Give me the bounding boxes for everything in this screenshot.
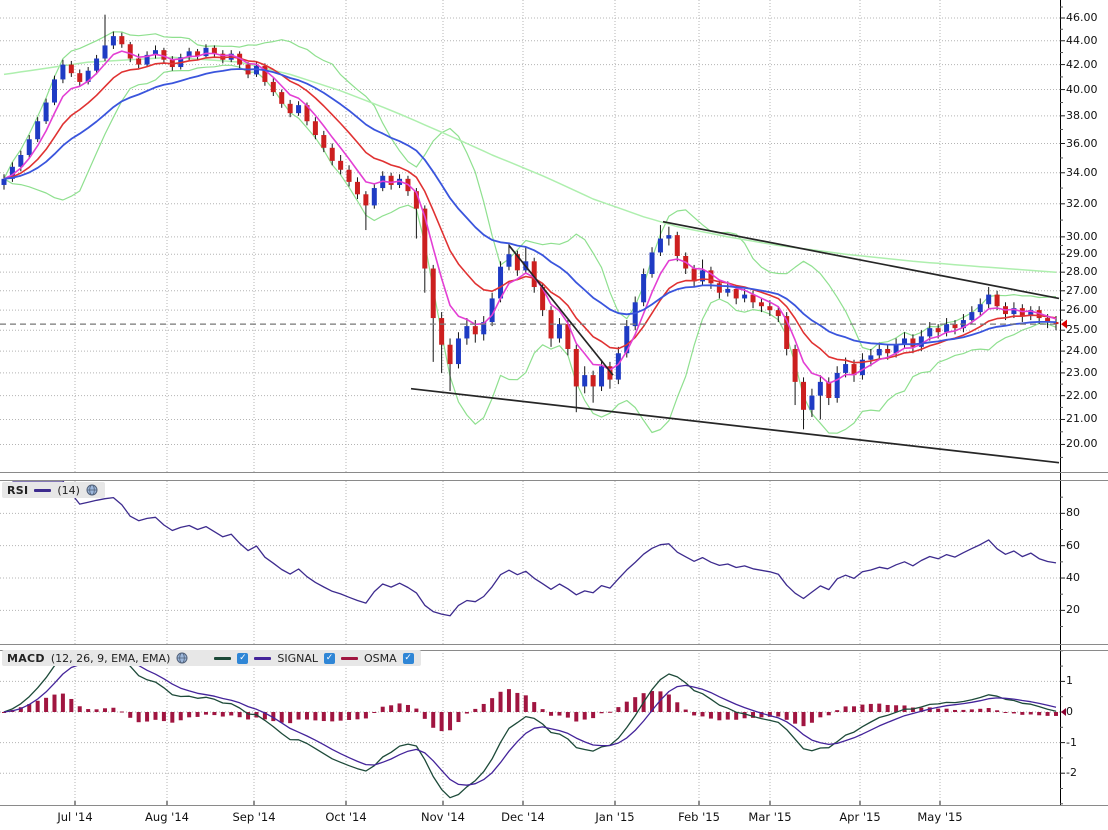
rsi-line-layer [12, 480, 1057, 617]
signal-label: SIGNAL [277, 651, 318, 665]
macd-tick-label: -2 [1066, 766, 1077, 780]
rsi-line-swatch [34, 488, 52, 492]
current-price-marker [1061, 319, 1067, 329]
macd-zero-marker [1061, 708, 1066, 716]
bollinger-bands-layer [3, 31, 1057, 434]
trendlines-layer [410, 220, 1060, 464]
x-axis-month-label: Feb '15 [678, 810, 720, 824]
panel-separator [0, 650, 1108, 651]
price-tick-label: 30.00 [1066, 229, 1098, 243]
x-axis-month-label: Sep '14 [232, 810, 276, 824]
x-axis-month-label: Mar '15 [748, 810, 792, 824]
price-tick-label: 42.00 [1066, 57, 1098, 71]
rsi-legend: RSI (14) [2, 482, 105, 498]
x-axis-month-label: Oct '14 [325, 810, 367, 824]
x-axis-month-label: May '15 [917, 810, 963, 824]
panel-separator [0, 805, 1108, 806]
macd-tick-label: 1 [1066, 674, 1073, 688]
rsi-params: (14) [57, 483, 80, 497]
x-axis-month-label: Jan '15 [595, 810, 635, 824]
price-tick-label: 34.00 [1066, 165, 1098, 179]
osma-checkbox-checked-icon[interactable] [402, 652, 414, 664]
candlestick-layer [1, 14, 1059, 430]
macd-params: (12, 26, 9, EMA, EMA) [50, 651, 171, 665]
price-tick-label: 28.00 [1066, 265, 1098, 279]
price-tick-label: 46.00 [1066, 11, 1098, 24]
moving-averages-layer [3, 50, 1057, 385]
price-tick-label: 23.00 [1066, 365, 1098, 379]
rsi-label: RSI [7, 483, 29, 497]
signal-line-swatch [254, 656, 272, 660]
price-tick-label: 32.00 [1066, 196, 1098, 210]
osma-histogram-layer [2, 689, 1058, 732]
macd-tick-label: 0 [1066, 705, 1073, 718]
x-axis-month-label: Aug '14 [145, 810, 189, 824]
price-tick-label: 26.00 [1066, 303, 1098, 317]
price-tick-label: 40.00 [1066, 82, 1098, 96]
panel-separator [0, 472, 1108, 473]
rsi-tick-label: 20 [1066, 603, 1080, 617]
signal-checkbox-checked-icon[interactable] [324, 652, 335, 664]
x-axis-month-label: Apr '15 [839, 810, 881, 824]
macd-line-swatch [214, 656, 232, 660]
grid-layer [0, 0, 1060, 805]
rsi-tick-label: 60 [1066, 538, 1080, 552]
macd-checkbox-checked-icon[interactable] [237, 652, 249, 664]
panel-separator [0, 644, 1108, 645]
rsi-tick-label: 80 [1066, 506, 1080, 520]
price-tick-label: 21.00 [1066, 412, 1098, 426]
price-tick-label: 36.00 [1066, 136, 1098, 150]
signal-line-layer [3, 656, 1057, 786]
rsi-tick-label: 40 [1066, 571, 1080, 585]
macd-tick-label: -1 [1066, 735, 1077, 749]
x-axis-month-label: Jul '14 [57, 810, 93, 824]
osma-line-swatch [341, 656, 358, 660]
x-axis-month-label: Dec '14 [501, 810, 545, 824]
long-ma-layer [3, 56, 1057, 273]
price-tick-label: 25.00 [1066, 323, 1098, 337]
price-tick-label: 44.00 [1066, 33, 1098, 47]
osma-label: OSMA [364, 651, 397, 665]
globe-icon[interactable] [176, 652, 188, 664]
panel-separator [0, 480, 1108, 481]
price-tick-label: 20.00 [1066, 437, 1098, 451]
axes-layer [74, 0, 1067, 806]
price-tick-label: 22.00 [1066, 388, 1098, 402]
macd-line-layer [3, 652, 1057, 799]
price-tick-label: 24.00 [1066, 344, 1098, 358]
price-tick-label: 27.00 [1066, 283, 1098, 297]
macd-label: MACD [7, 651, 45, 665]
globe-icon[interactable] [86, 484, 98, 496]
macd-legend: MACD (12, 26, 9, EMA, EMA) SIGNAL OSMA [2, 650, 421, 666]
x-axis-month-label: Nov '14 [421, 810, 465, 824]
price-tick-label: 29.00 [1066, 247, 1098, 261]
price-tick-label: 38.00 [1066, 108, 1098, 122]
